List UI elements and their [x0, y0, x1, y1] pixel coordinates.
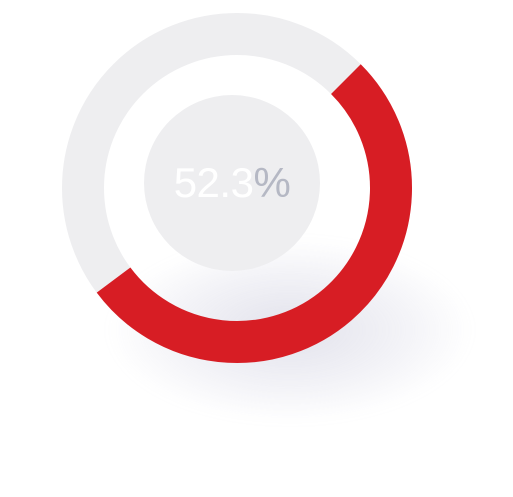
gauge-value: 52.3%: [144, 95, 320, 271]
gauge-value-number: 52.3: [173, 159, 254, 206]
gauge-progress-arc: [96, 64, 412, 363]
gauge-value-unit: %: [253, 159, 291, 206]
gauge-center: [144, 95, 320, 271]
